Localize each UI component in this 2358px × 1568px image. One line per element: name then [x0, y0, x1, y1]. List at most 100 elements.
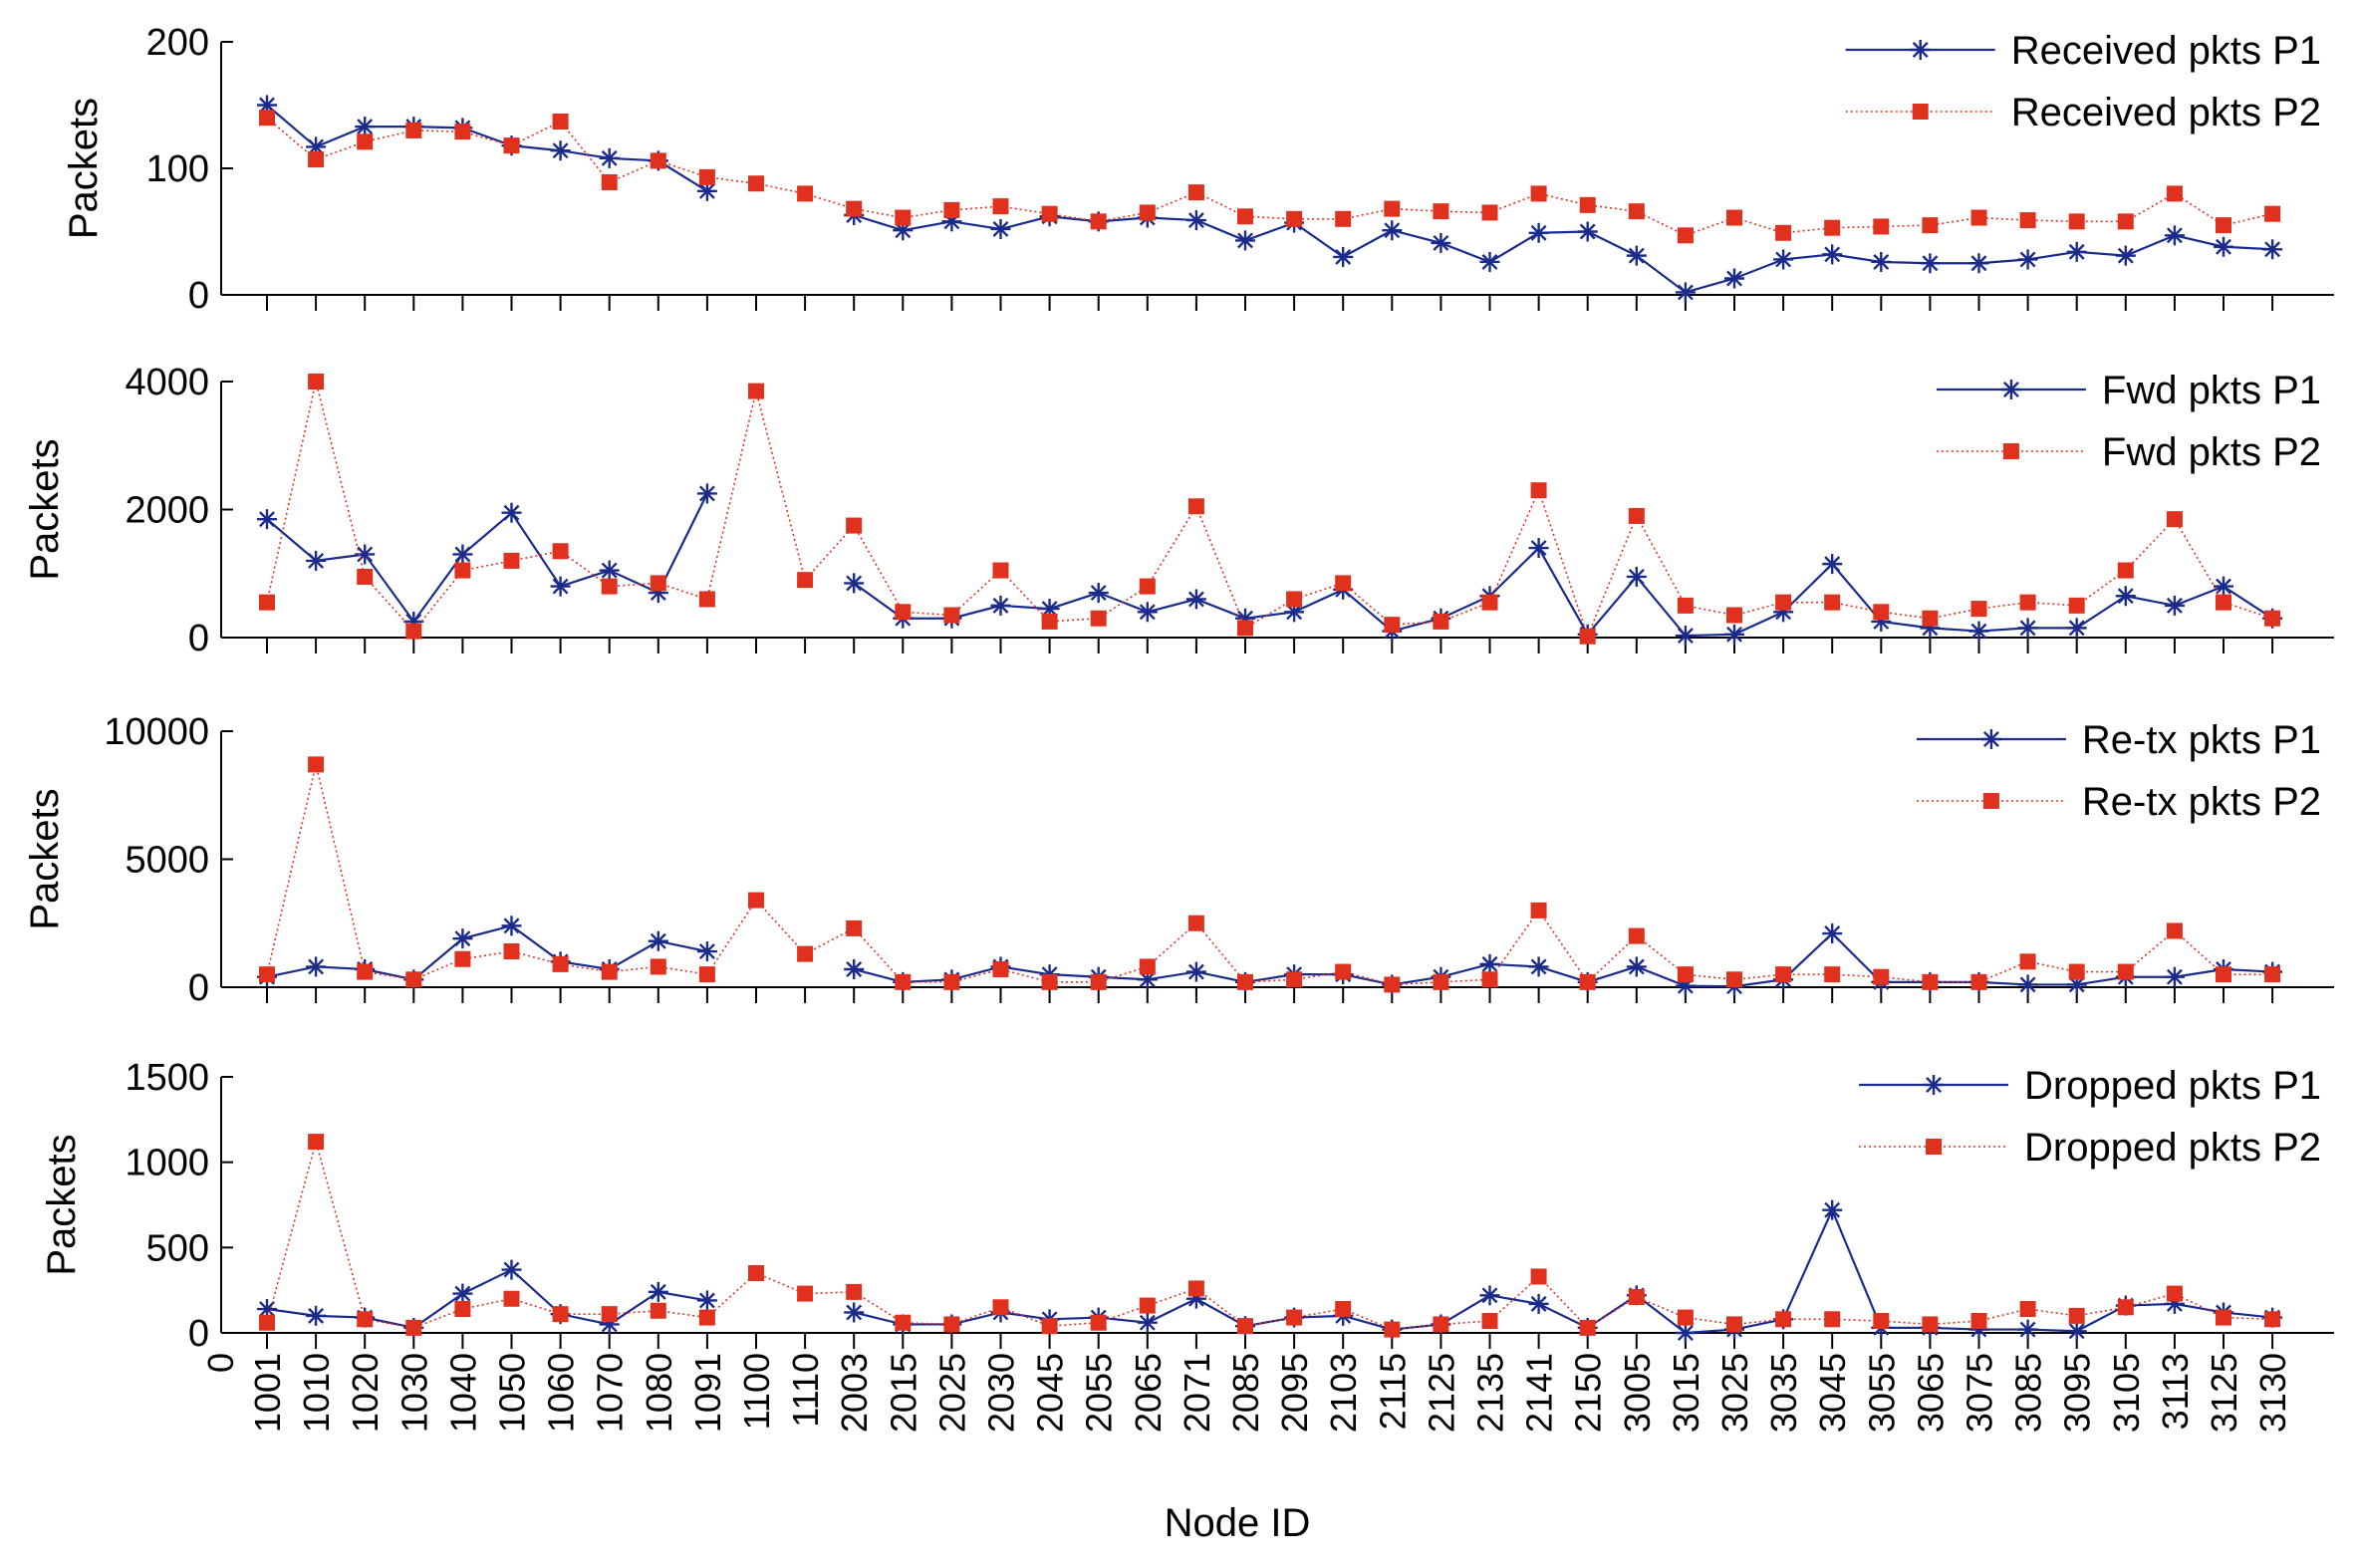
data-point [1090, 973, 1107, 990]
legend-label: Dropped pkts P1 [2024, 1064, 2321, 1108]
data-point [748, 892, 764, 909]
data-point [2166, 511, 2183, 528]
data-point [1187, 915, 1204, 931]
data-point [1822, 1199, 1843, 1220]
data-point [2216, 217, 2231, 234]
data-point [599, 560, 620, 581]
data-point [599, 147, 620, 168]
x-axis-label: Node ID [1165, 1501, 1311, 1545]
data-point [405, 122, 422, 138]
data-point [1528, 1293, 1549, 1314]
x-tick-label: 3065 [1910, 1353, 1951, 1433]
data-point [1871, 251, 1892, 272]
data-point [748, 1265, 764, 1282]
data-point [601, 173, 618, 190]
data-point [1873, 218, 1890, 235]
data-point [2164, 595, 2185, 616]
x-tick-label: 3130 [2252, 1353, 2293, 1433]
data-point [1577, 221, 1598, 242]
data-point [308, 1134, 325, 1151]
data-point [1185, 961, 1206, 982]
x-tick-label: 2045 [1030, 1353, 1071, 1433]
data-point [992, 961, 1009, 978]
data-point [1041, 973, 1058, 990]
data-point [1726, 607, 1742, 624]
data-point [1579, 628, 1596, 645]
data-point [1873, 1313, 1890, 1330]
data-point [306, 550, 327, 571]
legend: Fwd pkts P1 Fwd pkts P2 [1936, 369, 2321, 474]
data-point [844, 573, 865, 594]
data-point [2214, 576, 2233, 597]
data-point [1384, 1321, 1401, 1338]
data-point [2068, 213, 2085, 230]
data-point [1041, 1318, 1058, 1335]
data-point [1481, 594, 1498, 611]
data-point [1922, 610, 1939, 627]
legend-label: Dropped pkts P2 [2024, 1126, 2321, 1170]
data-point [1137, 602, 1158, 623]
data-point [601, 1306, 618, 1323]
x-tick-label: 2030 [981, 1353, 1022, 1433]
y-tick-label: 4000 [125, 362, 209, 403]
data-point [1922, 217, 1939, 234]
data-point [1333, 246, 1354, 267]
data-point [1041, 205, 1058, 222]
data-point [454, 1301, 471, 1318]
data-point [306, 956, 327, 977]
data-point [1726, 971, 1742, 988]
y-axis-label: Packets [40, 1134, 84, 1275]
data-point [1726, 209, 1742, 226]
data-point [650, 152, 666, 169]
data-point [1677, 597, 1694, 614]
data-point [501, 915, 522, 936]
y-tick-label: 0 [188, 275, 209, 317]
data-point [2066, 618, 2087, 639]
data-point [2164, 225, 2185, 246]
data-point [308, 374, 325, 390]
x-tick-label: 3045 [1812, 1353, 1853, 1433]
data-point [748, 175, 764, 192]
data-point [1968, 253, 1989, 274]
data-point [550, 576, 571, 597]
x-tick-label: 2071 [1177, 1353, 1217, 1433]
data-point [846, 1283, 863, 1300]
data-point [2166, 185, 2183, 202]
x-tick-label: 2150 [1568, 1353, 1609, 1433]
data-point [895, 973, 912, 990]
data-point [797, 572, 814, 589]
data-point [698, 1309, 715, 1326]
data-point [1724, 268, 1744, 289]
x-tick-label: 3075 [1960, 1353, 2000, 1433]
x-tick-label: 2125 [1421, 1353, 1461, 1433]
data-point [2115, 586, 2136, 607]
data-point [2068, 963, 2085, 980]
data-point [454, 124, 471, 140]
legend: Dropped pkts P1 Dropped pkts P2 [1859, 1064, 2321, 1170]
series-line [853, 213, 2273, 294]
data-point [1335, 575, 1352, 592]
data-point [1970, 973, 1987, 990]
data-point [503, 552, 520, 569]
data-point [1187, 1280, 1204, 1297]
data-point [2166, 922, 2183, 939]
data-point [1824, 1311, 1841, 1328]
data-point [1286, 971, 1303, 988]
data-point [1185, 589, 1206, 610]
data-point [992, 198, 1009, 215]
data-point [2068, 597, 2085, 614]
data-point [1626, 956, 1647, 977]
data-point [550, 140, 571, 161]
data-point [943, 973, 960, 990]
series-line [266, 104, 708, 192]
data-point [797, 185, 814, 202]
data-point [1528, 956, 1549, 977]
x-tick-label: 1091 [687, 1353, 728, 1433]
y-axis-label: Packets [23, 788, 67, 929]
series-line [853, 1206, 2273, 1335]
data-point [1970, 1313, 1987, 1330]
data-point [1090, 1314, 1107, 1331]
data-point [1481, 971, 1498, 988]
